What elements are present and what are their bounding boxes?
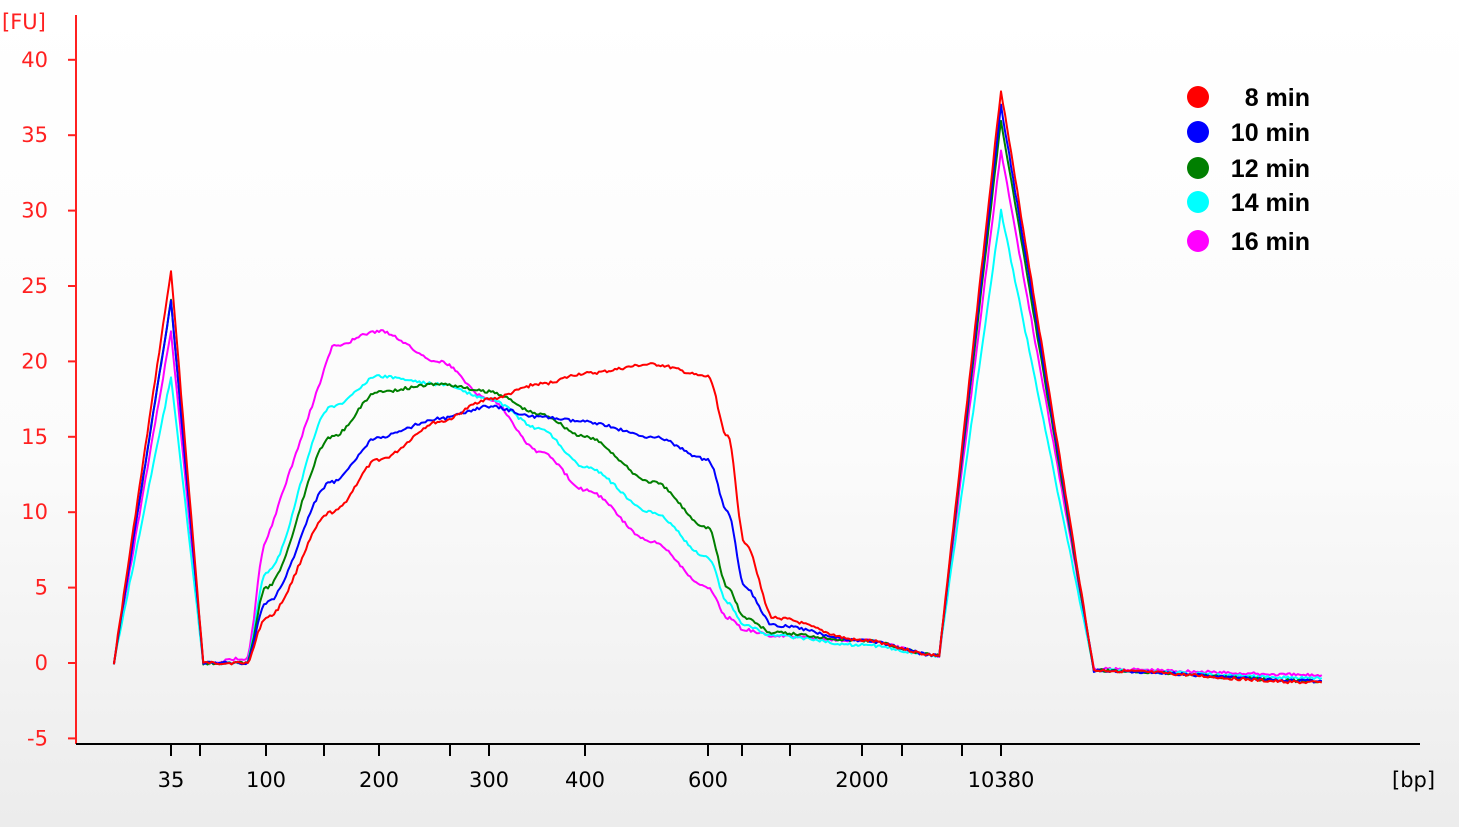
y-tick-label: 35 <box>21 123 48 147</box>
axes: -5 0 5 10 15 20 25 30 35 40 [FU] 35 100 200 300 400 600 2… <box>2 10 1435 792</box>
x-tick-label: 100 <box>246 768 286 792</box>
y-tick-label: 15 <box>21 425 48 449</box>
y-tick-label: 25 <box>21 274 48 298</box>
series-line-8-min <box>112 90 1323 685</box>
y-tick-label: 10 <box>21 500 48 524</box>
y-tick-label: 0 <box>35 651 48 675</box>
y-tick-label: 30 <box>21 199 48 223</box>
y-axis-unit: [FU] <box>2 10 46 34</box>
series-line-10-min <box>112 103 1322 684</box>
y-tick-label: -5 <box>27 726 48 750</box>
legend-label-12-min: 12 min <box>1231 155 1310 183</box>
legend: 8 min 10 min 12 min 14 min 16 min <box>1187 84 1310 256</box>
y-tick-label: 5 <box>35 576 48 600</box>
legend-marker-12-min <box>1187 157 1209 179</box>
y-tick-label: 40 <box>21 48 48 72</box>
x-tick-label: 400 <box>565 768 605 792</box>
x-tick-label: 35 <box>158 768 185 792</box>
legend-label-16-min: 16 min <box>1231 228 1310 256</box>
x-tick-label: 300 <box>469 768 509 792</box>
x-tick-label: 10380 <box>968 768 1035 792</box>
legend-marker-8-min <box>1187 86 1209 108</box>
x-tick-label: 200 <box>359 768 399 792</box>
plot-area <box>112 90 1323 685</box>
x-tick-label: 600 <box>688 768 728 792</box>
legend-marker-14-min <box>1187 191 1209 213</box>
series-line-16-min <box>112 149 1323 678</box>
x-tick-label: 2000 <box>835 768 888 792</box>
series-line-14-min <box>112 208 1323 681</box>
y-tick-label: 20 <box>21 349 48 373</box>
legend-label-10-min: 10 min <box>1231 119 1310 147</box>
series-line-12-min <box>112 119 1322 684</box>
legend-label-14-min: 14 min <box>1231 189 1310 217</box>
x-axis-unit: [bp] <box>1392 768 1435 792</box>
legend-marker-10-min <box>1187 121 1209 143</box>
legend-marker-16-min <box>1187 230 1209 252</box>
legend-label-8-min: 8 min <box>1245 84 1310 112</box>
